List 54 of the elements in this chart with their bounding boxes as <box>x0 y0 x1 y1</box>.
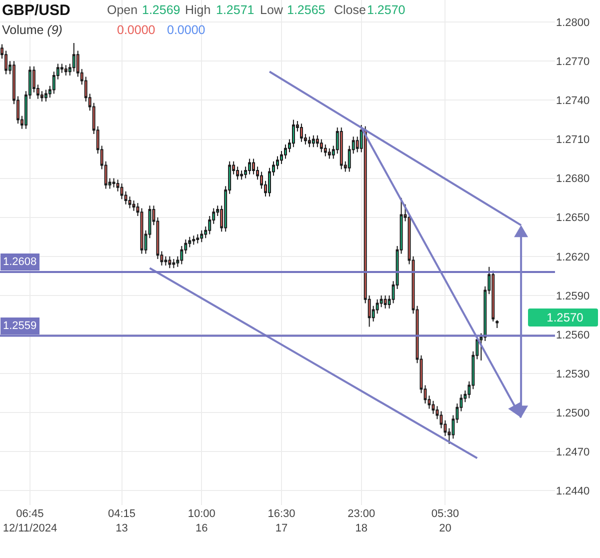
annotation: 0.0000 <box>167 23 206 37</box>
candlestick <box>240 170 244 180</box>
ref-line-label: 1.2559 <box>3 320 37 332</box>
candlestick <box>308 136 311 148</box>
y-tick-label: 1.2680 <box>556 173 590 186</box>
y-tick-label: 1.2590 <box>556 290 590 302</box>
candlestick <box>384 294 387 309</box>
y-tick-label: 1.2440 <box>556 486 590 498</box>
x-tick-label: 06:45 12/11/2024 <box>2 508 58 534</box>
y-tick-label: 1.2500 <box>556 407 590 420</box>
y-tick-label: 1.2650 <box>556 212 590 224</box>
candlestick <box>340 127 343 170</box>
annotation: High <box>185 3 211 17</box>
candlestick <box>320 138 323 153</box>
x-tick-label: 16:30 17 <box>268 508 296 534</box>
x-tick-label: 04:15 13 <box>108 508 136 534</box>
y-tick-label: 1.2740 <box>556 95 590 108</box>
chart-title: GBP/USD <box>2 2 71 19</box>
y-tick-label: 1.2530 <box>556 368 590 380</box>
annotation: Open <box>107 3 138 17</box>
candlestick <box>200 230 204 243</box>
candlestick <box>64 64 68 76</box>
candlestick <box>492 270 495 322</box>
annotation: Low <box>260 3 284 17</box>
x-tick-label: 05:30 20 <box>431 508 459 534</box>
annotation: 1.2569 <box>142 3 180 17</box>
candlestick <box>196 234 200 244</box>
annotation: 1.2570 <box>367 3 406 17</box>
candlestick <box>192 235 196 246</box>
candlestick <box>112 178 116 188</box>
ref-line-label: 1.2608 <box>3 256 37 268</box>
y-tick-label: 1.2800 <box>556 16 590 29</box>
x-tick-label: 23:00 18 <box>348 508 376 534</box>
annotation: 1.2565 <box>287 3 326 17</box>
annotation: 0.0000 <box>117 23 156 37</box>
candlestick <box>328 148 331 160</box>
annotation: Volume (9) <box>2 23 62 37</box>
annotation: Close <box>334 3 366 17</box>
y-tick-label: 1.2560 <box>556 329 590 342</box>
candlestick <box>496 320 499 328</box>
candlestick <box>300 123 303 142</box>
y-tick-label: 1.2470 <box>556 446 590 458</box>
candlestick <box>44 89 48 102</box>
annotation: 1.2571 <box>216 3 254 17</box>
y-tick-label: 1.2620 <box>556 251 590 264</box>
candlestick <box>172 258 176 269</box>
y-tick-label: 1.2770 <box>556 56 590 68</box>
candlestick <box>312 134 315 148</box>
x-tick-label: 10:00 16 <box>188 508 216 534</box>
annotation: 1.2570 <box>546 310 584 324</box>
y-tick-label: 1.2710 <box>556 134 590 146</box>
candlestick <box>248 158 252 175</box>
candlestick <box>324 144 327 157</box>
candlestick <box>168 256 172 269</box>
